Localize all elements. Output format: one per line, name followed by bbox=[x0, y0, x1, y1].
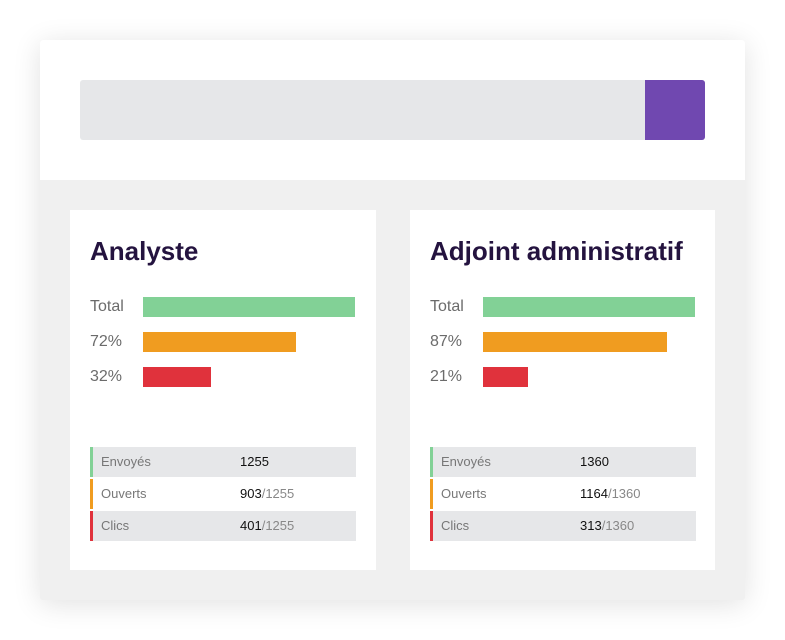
bar-opened bbox=[143, 332, 296, 352]
stats-count: 1255 bbox=[240, 454, 269, 469]
search-bar bbox=[80, 80, 705, 140]
stats-count: 1360 bbox=[580, 454, 609, 469]
stats-count: 401 bbox=[240, 518, 262, 533]
stats-total: /1255 bbox=[261, 518, 295, 533]
stats-value: 1164/1360 bbox=[580, 479, 641, 509]
app-window: Analyste Total 72% 32% Envoyés 1255 Ouve… bbox=[40, 40, 745, 600]
bar-row-opened: 87% bbox=[430, 332, 695, 352]
bar-label: 21% bbox=[430, 368, 463, 385]
bar-total bbox=[143, 297, 355, 317]
stats-row-sent: Envoyés 1360 bbox=[430, 447, 696, 477]
search-input[interactable] bbox=[80, 80, 645, 140]
campaign-card-adjoint-administratif: Adjoint administratif Total 87% 21% Envo… bbox=[410, 210, 715, 570]
stats-label: Envoyés bbox=[101, 454, 151, 469]
stats-value: 401/1255 bbox=[240, 511, 294, 541]
bar-row-clicks: 32% bbox=[90, 367, 355, 387]
bar-row-opened: 72% bbox=[90, 332, 355, 352]
card-title: Adjoint administratif bbox=[430, 236, 683, 266]
stats-value: 1360 bbox=[580, 447, 609, 477]
card-title: Analyste bbox=[90, 236, 199, 266]
stats-label: Ouverts bbox=[441, 486, 487, 501]
stats-label: Envoyés bbox=[441, 454, 491, 469]
stats-label: Clics bbox=[441, 518, 470, 533]
stats-total: /1360 bbox=[607, 486, 641, 501]
stats-total: /1360 bbox=[601, 518, 635, 533]
bar-label: Total bbox=[90, 298, 124, 315]
stats-label: Ouverts bbox=[101, 486, 147, 501]
stats-value: 1255 bbox=[240, 447, 269, 477]
bar-row-clicks: 21% bbox=[430, 367, 695, 387]
bar-label: Total bbox=[430, 298, 464, 315]
stats-count: 313 bbox=[580, 518, 602, 533]
bar-row-total: Total bbox=[430, 297, 695, 317]
stats-value: 903/1255 bbox=[240, 479, 294, 509]
header bbox=[40, 40, 745, 180]
bar-label: 32% bbox=[90, 368, 123, 385]
stats-row-opened: Ouverts 903/1255 bbox=[90, 479, 356, 509]
stats-label: Clics bbox=[101, 518, 130, 533]
bar-clicks bbox=[143, 367, 211, 387]
search-button[interactable] bbox=[645, 80, 705, 140]
bar-label: 72% bbox=[90, 333, 123, 350]
campaign-card-analyste: Analyste Total 72% 32% Envoyés 1255 Ouve… bbox=[70, 210, 376, 570]
bar-opened bbox=[483, 332, 667, 352]
stats-total: /1255 bbox=[261, 486, 295, 501]
stats-value: 313/1360 bbox=[580, 511, 634, 541]
stats-count: 1164 bbox=[580, 486, 608, 501]
bar-total bbox=[483, 297, 695, 317]
bar-label: 87% bbox=[430, 333, 463, 350]
bar-row-total: Total bbox=[90, 297, 355, 317]
stats-row-opened: Ouverts 1164/1360 bbox=[430, 479, 696, 509]
stats-count: 903 bbox=[240, 486, 262, 501]
stats-row-clicks: Clics 313/1360 bbox=[430, 511, 696, 541]
stats-row-sent: Envoyés 1255 bbox=[90, 447, 356, 477]
bar-clicks bbox=[483, 367, 528, 387]
stats-row-clicks: Clics 401/1255 bbox=[90, 511, 356, 541]
